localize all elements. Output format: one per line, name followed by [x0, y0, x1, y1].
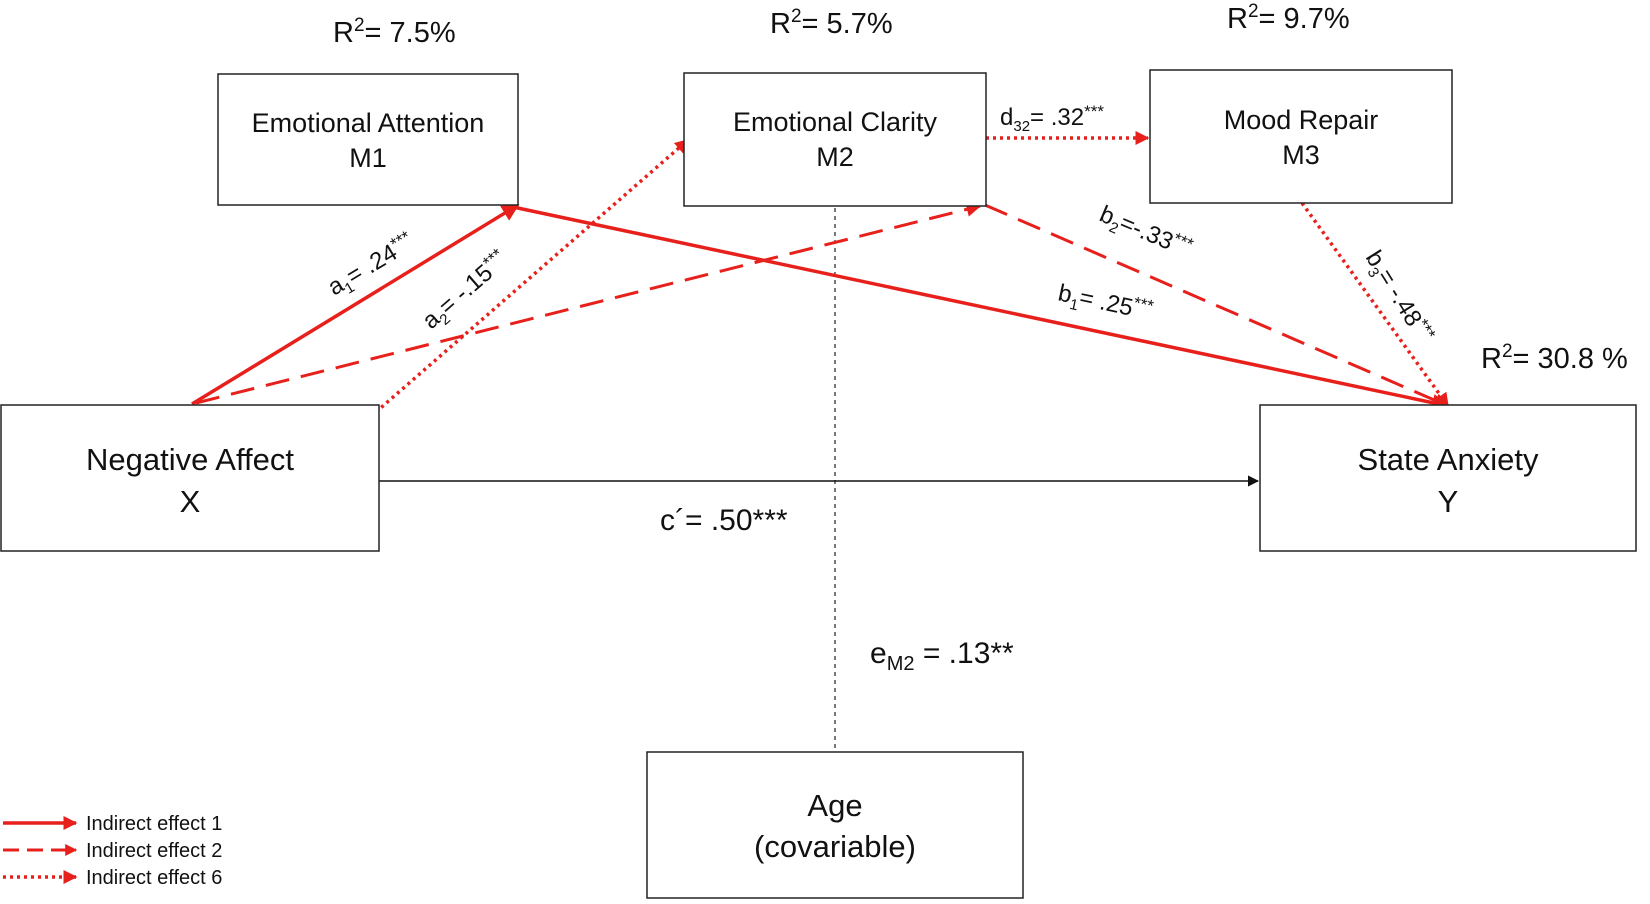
box-m3-sub: M3 — [1282, 140, 1320, 170]
box-y-sub: Y — [1438, 484, 1459, 519]
box-x-sub: X — [180, 484, 201, 519]
box-emotional-attention: Emotional Attention M1 — [217, 73, 519, 206]
box-m2-title: Emotional Clarity — [733, 107, 938, 137]
legend-item-2-label: Indirect effect 2 — [86, 840, 222, 862]
box-emotional-clarity: Emotional Clarity M2 — [683, 72, 987, 207]
path-x-m2-dotted-arrow — [374, 138, 690, 414]
legend-item-1-label: Indirect effect 1 — [86, 813, 222, 835]
path-b1-arrow — [512, 205, 1450, 412]
legend: Indirect effect 1 Indirect effect 2 Indi… — [3, 813, 222, 889]
path-b2-arrow — [984, 203, 1450, 408]
box-age: Age (covariable) — [646, 751, 1024, 899]
box-negative-affect: Negative Affect X — [0, 404, 380, 552]
path-a2-arrow — [195, 202, 982, 405]
r2-m1-label: R2= 7.5% — [333, 15, 456, 49]
box-m3-title: Mood Repair — [1224, 105, 1379, 135]
legend-item-3-label: Indirect effect 6 — [86, 867, 222, 889]
path-d32-label: d32= .32*** — [1000, 102, 1104, 135]
box-age-title: Age — [807, 788, 862, 823]
path-c-prime-label: c´= .50*** — [660, 504, 788, 537]
box-m1-sub: M1 — [349, 143, 387, 173]
path-b1-label: b1= .25*** — [1055, 278, 1156, 330]
path-e-m2-label: eM2 = .13** — [870, 637, 1014, 675]
box-m1-title: Emotional Attention — [252, 108, 485, 138]
r2-m2-label: R2= 5.7% — [770, 6, 893, 40]
box-m2-sub: M2 — [816, 142, 854, 172]
path-b2-label: b2=-.33*** — [1094, 199, 1196, 267]
r2-m3-label: R2= 9.7% — [1227, 1, 1350, 35]
box-mood-repair: Mood Repair M3 — [1149, 69, 1453, 204]
box-y-title: State Anxiety — [1358, 442, 1539, 477]
box-state-anxiety: State Anxiety Y — [1259, 404, 1637, 552]
path-a1-arrow — [191, 203, 520, 406]
r2-y-label: R2= 30.8 % — [1481, 341, 1628, 375]
box-x-title: Negative Affect — [86, 442, 294, 477]
box-age-sub: (covariable) — [754, 829, 916, 864]
path-b3-arrow — [1300, 201, 1450, 408]
